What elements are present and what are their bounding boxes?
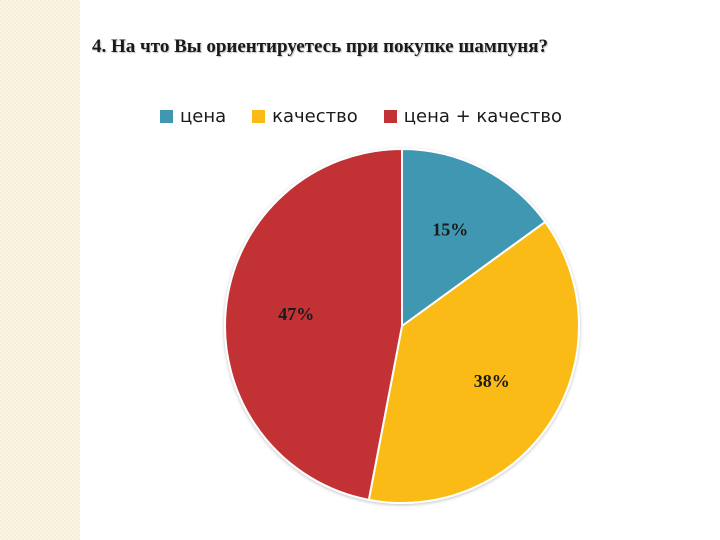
legend-swatch-price [160,110,173,123]
slide-title: 4. На что Вы ориентируетесь при покупке … [92,36,548,57]
pie-slice-price [401,147,547,328]
legend-swatch-price-quality [383,110,397,123]
data-label-price: 15% [432,220,468,240]
legend-label-quality: качество [272,106,358,127]
legend-label-price: цена [180,106,227,127]
legend-item-quality: качество [252,106,358,127]
chart-legend: цена качество цена + качество [160,106,562,127]
legend-item-price-quality: цена + качество [383,106,563,127]
legend-swatch-quality [252,110,266,123]
decorative-side-strip [0,0,80,540]
legend-item-price: цена [160,106,226,127]
data-label-quality: 38% [474,371,510,391]
legend-label-price-quality: цена + качество [403,106,563,127]
pie-slice-quality [367,220,580,504]
data-label-price-quality: 47% [278,304,314,324]
pie-slice-price-quality [224,147,403,502]
